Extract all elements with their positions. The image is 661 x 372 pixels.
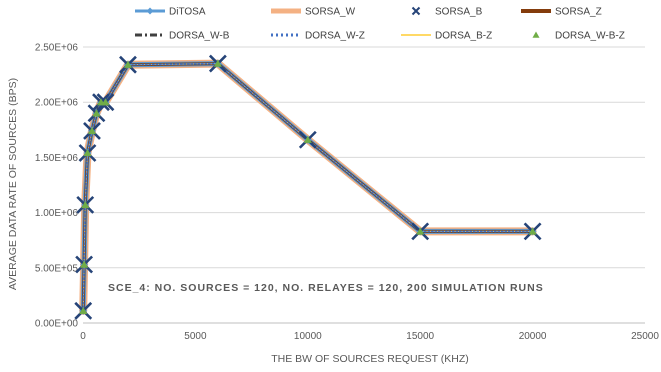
- legend-label-dorsa_w-z: DORSA_W-Z: [305, 31, 365, 42]
- axes: 0.00E+00 5.00E+05 1.00E+06 1.50E+06 2.00E+06…: [35, 43, 659, 343]
- legend-label-sorsa_b: SORSA_B: [435, 7, 483, 18]
- x-tick-label: 5000: [184, 331, 207, 342]
- legend: DiTOSA SORSA_W SORSA_B SORSA_Z DORSA_W-B DORS…: [135, 7, 625, 42]
- series-line-dorsa_b-z: [82, 62, 534, 312]
- legend-marker-sorsa_b: [411, 6, 421, 16]
- legend-label-dorsa_b-z: DORSA_B-Z: [435, 31, 492, 42]
- legend-label-sorsa_z: SORSA_Z: [555, 7, 602, 18]
- data-point-dorsa-w-b-z: [213, 59, 222, 67]
- series-line-sorsa_z: [81, 62, 535, 313]
- legend-label-sorsa_w: SORSA_W: [305, 7, 356, 18]
- y-tick-label: 2.50E+06: [35, 43, 79, 54]
- data-point-dorsa-w-b-z: [87, 126, 96, 135]
- legend-marker-dorsa_w-b-z: [532, 31, 540, 38]
- series-line-dorsa_w-b: [82, 62, 534, 312]
- legend-label-dorsa_w-b: DORSA_W-B: [169, 31, 230, 42]
- y-tick-label: 2.00E+06: [35, 98, 79, 109]
- x-tick-label: 15000: [406, 331, 434, 342]
- legend-marker-ditosa: [146, 7, 154, 15]
- data-point-dorsa-w-b-z: [83, 148, 92, 157]
- legend-label-ditosa: DiTOSA: [169, 7, 206, 18]
- y-axis-title: AVERAGE DATA RATE OF SOURCES (BPS): [7, 78, 19, 290]
- x-tick-label: 0: [80, 331, 86, 342]
- data-point-dorsa-w-b-z: [101, 98, 110, 106]
- x-tick-label: 10000: [294, 331, 322, 342]
- y-tick-label: 0.00E+00: [35, 319, 79, 330]
- series-line-sorsa_w: [79, 59, 537, 315]
- series-line-dorsa_w-z: [82, 62, 534, 312]
- data-point-dorsa-w-b-z: [303, 135, 312, 143]
- legend-label-dorsa_w-b-z: DORSA_W-B-Z: [555, 31, 625, 42]
- data-point-dorsa-w-b-z: [81, 200, 90, 209]
- data-point-dorsa-w-b-z: [80, 260, 89, 268]
- chart-annotation: SCE_4: NO. SOURCES = 120, NO. RELAYES = …: [108, 282, 544, 294]
- y-tick-label: 1.50E+06: [35, 153, 79, 164]
- data-point-dorsa-w-b-z: [528, 227, 537, 235]
- y-tick-label: 5.00E+05: [35, 263, 79, 274]
- y-tick-label: 1.00E+06: [35, 208, 79, 219]
- x-tick-label: 25000: [631, 331, 659, 342]
- data-point-dorsa-w-b-z: [123, 60, 132, 68]
- data-point-dorsa-w-b-z: [79, 306, 88, 315]
- series-line-ditosa: [80, 61, 536, 314]
- x-tick-label: 20000: [519, 331, 547, 342]
- series-layer: [74, 54, 542, 320]
- x-axis-title: THE BW OF SOURCES REQUEST (KHZ): [271, 353, 469, 365]
- data-point-dorsa-w-b-z: [92, 109, 101, 117]
- data-point-dorsa-w-b-z: [416, 227, 425, 235]
